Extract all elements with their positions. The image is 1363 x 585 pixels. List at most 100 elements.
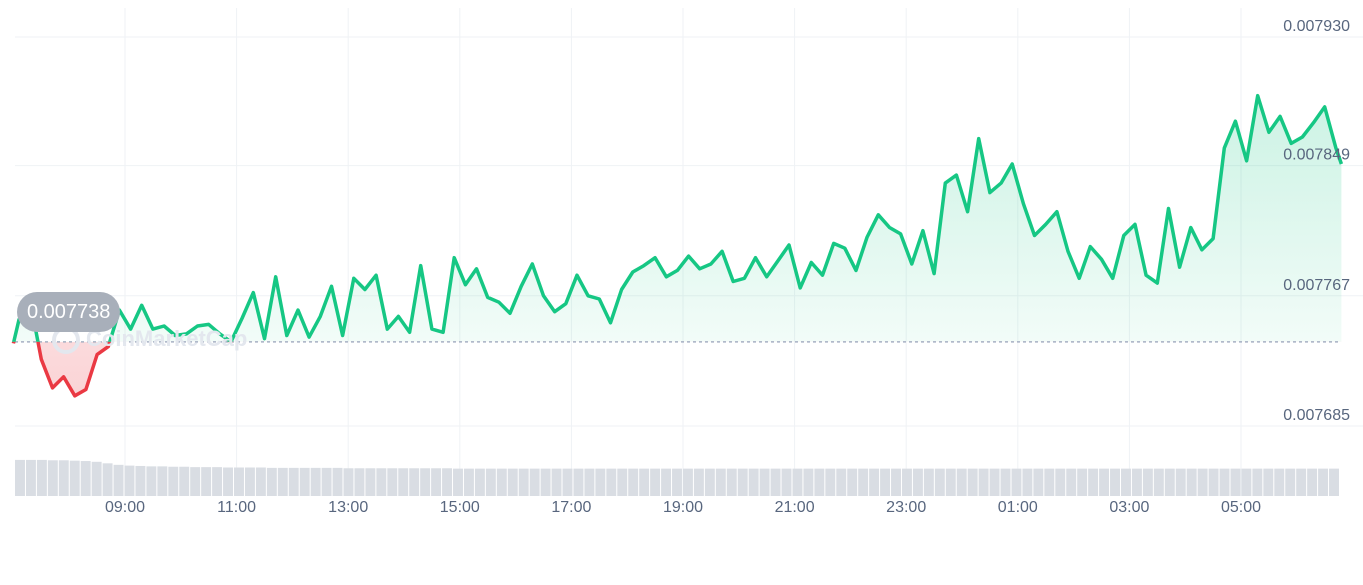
x-tick-label: 19:00	[663, 499, 703, 516]
volume-bar	[737, 468, 748, 496]
volume-bar	[398, 468, 409, 496]
volume-bar	[704, 468, 715, 496]
volume-bar	[639, 468, 650, 496]
price-line-up	[11, 93, 1344, 342]
volume-bar	[1318, 468, 1329, 496]
volume-bar	[1077, 468, 1088, 496]
volume-bar	[584, 468, 595, 496]
volume-bar	[58, 460, 69, 496]
x-axis: 09:00 11:00 13:00 15:00 17:00 19:00 21:00 23:00…	[105, 499, 1261, 516]
volume-bar	[1164, 468, 1175, 496]
volume-bar	[212, 467, 223, 496]
volume-bar	[1153, 468, 1164, 496]
volume-bar	[529, 468, 540, 496]
area-below-baseline	[13, 341, 110, 396]
volume-bar	[1285, 468, 1296, 496]
volume-bar	[901, 468, 912, 496]
volume-bar	[409, 468, 420, 496]
price-line	[11, 93, 1344, 398]
volume-bar	[847, 468, 858, 496]
volume-bar	[858, 468, 869, 496]
x-tick-label: 13:00	[328, 499, 368, 516]
volume-bar	[672, 468, 682, 496]
volume-bar	[1186, 468, 1197, 496]
y-tick-label: 0.007849	[1283, 147, 1350, 164]
x-tick-label: 23:00	[886, 499, 926, 516]
volume-bar	[1055, 468, 1066, 496]
volume-bar	[255, 467, 266, 496]
volume-bar	[234, 467, 244, 496]
volume-bar	[387, 468, 398, 496]
area-above-baseline	[13, 95, 1342, 342]
volume-bar	[693, 468, 704, 496]
volume-bar	[825, 468, 836, 496]
volume-bar	[47, 460, 58, 496]
volume-bar	[1241, 468, 1252, 496]
volume-bar	[1033, 468, 1044, 496]
volume-bar	[1307, 468, 1318, 496]
volume-bar	[1131, 468, 1142, 496]
volume-bar	[266, 467, 277, 496]
volume-bar	[146, 466, 157, 496]
x-tick-label: 15:00	[440, 499, 480, 516]
volume-bar	[803, 468, 814, 496]
volume-bar	[956, 468, 967, 496]
volume-bar	[1000, 468, 1011, 496]
x-tick-label: 17:00	[551, 499, 591, 516]
volume-bar	[1274, 468, 1285, 496]
x-tick-label: 05:00	[1221, 499, 1261, 516]
volume-bar	[431, 468, 442, 496]
volume-bar	[420, 468, 431, 496]
volume-bar	[945, 468, 956, 496]
volume-bar	[1099, 468, 1110, 496]
volume-bar	[1263, 468, 1274, 496]
volume-bar	[814, 468, 825, 496]
volume-bar	[617, 468, 628, 496]
volume-bars	[15, 459, 1339, 496]
volume-bar	[496, 468, 507, 496]
volume-bar	[310, 467, 321, 496]
y-tick-label: 0.007767	[1283, 277, 1350, 294]
volume-bar	[223, 467, 234, 496]
volume-bar	[792, 468, 803, 496]
volume-bar	[628, 468, 639, 496]
volume-bar	[1044, 468, 1055, 496]
x-tick-label: 01:00	[998, 499, 1038, 516]
volume-bar	[1329, 468, 1339, 496]
volume-bar	[1252, 468, 1263, 496]
volume-bar	[1011, 468, 1022, 496]
volume-bar	[354, 468, 365, 496]
volume-bar	[661, 468, 672, 496]
volume-bar	[1175, 468, 1186, 496]
x-tick-label: 11:00	[217, 499, 256, 516]
volume-bar	[179, 466, 190, 496]
volume-bar	[15, 459, 25, 496]
volume-bar	[726, 468, 737, 496]
volume-bar	[376, 468, 387, 496]
volume-bar	[880, 468, 891, 496]
volume-bar	[113, 464, 124, 496]
volume-bar	[967, 468, 978, 496]
volume-bar	[507, 468, 518, 496]
volume-bar	[463, 468, 474, 496]
volume-bar	[201, 467, 212, 496]
volume-bar	[573, 468, 584, 496]
volume-bar	[770, 468, 781, 496]
volume-bar	[69, 460, 80, 496]
volume-bar	[135, 465, 146, 496]
x-tick-label: 21:00	[775, 499, 815, 516]
x-tick-label: 09:00	[105, 499, 145, 516]
volume-bar	[80, 461, 91, 496]
volume-bar	[124, 465, 135, 496]
volume-bar	[1066, 468, 1077, 496]
volume-bar	[562, 468, 573, 496]
volume-bar	[869, 468, 880, 496]
volume-bar	[759, 468, 770, 496]
baseline-price-badge: 0.007738	[17, 292, 121, 332]
volume-bar	[715, 468, 726, 496]
volume-bar	[650, 468, 661, 496]
volume-bar	[288, 467, 299, 496]
volume-bar	[1110, 468, 1120, 496]
volume-bar	[540, 468, 551, 496]
